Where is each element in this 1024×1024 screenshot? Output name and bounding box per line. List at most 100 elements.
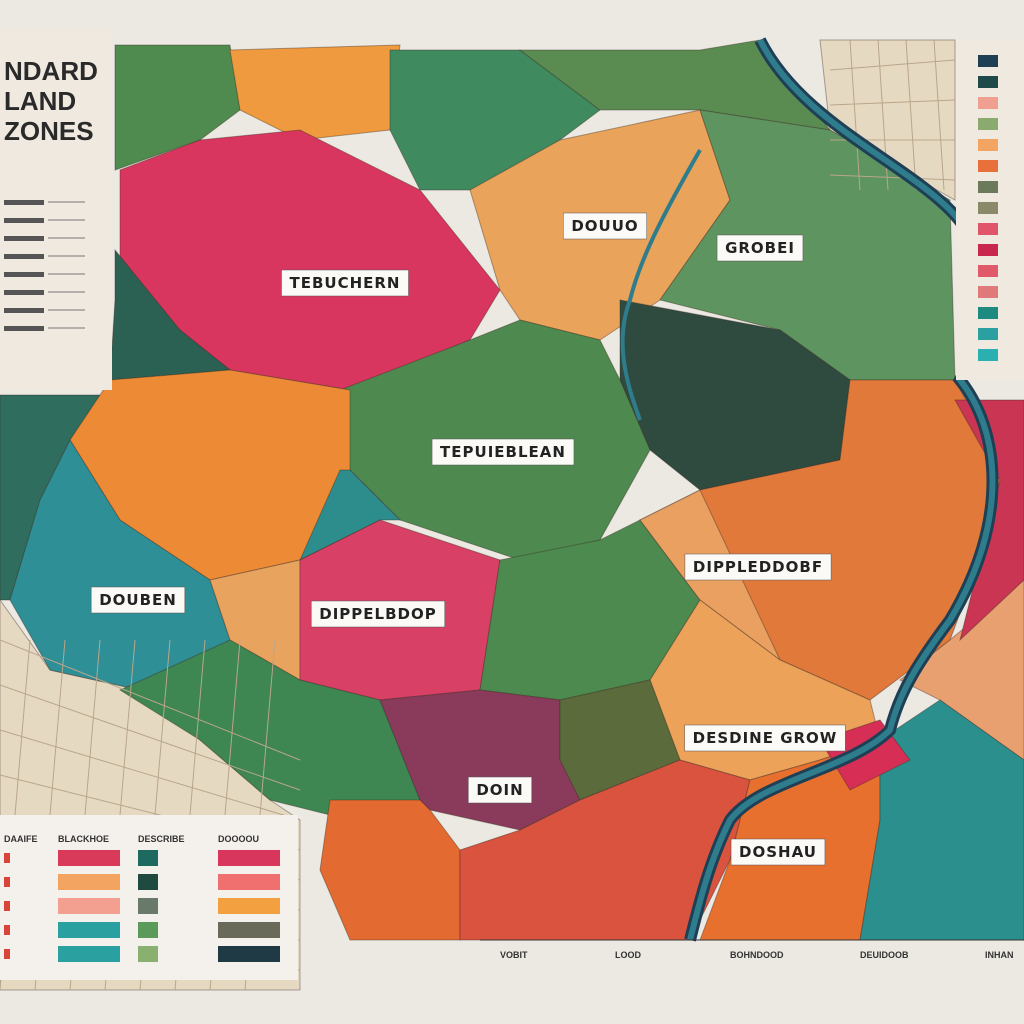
street: [829, 59, 956, 71]
scale-label: LOOD: [615, 950, 641, 960]
legend-swatch: [978, 265, 998, 277]
label-box: [730, 838, 826, 866]
scale-label: DEUIDOOB: [860, 950, 909, 960]
region-name: TEPUIEBLEAN: [440, 443, 566, 461]
legend-header: DOOOOU: [218, 834, 259, 844]
street: [0, 729, 301, 821]
title-line: ZONES: [4, 116, 94, 146]
legend-swatch: [978, 160, 998, 172]
label-box: [684, 553, 832, 581]
key-text: [4, 308, 44, 313]
region-label: DOIN: [468, 776, 532, 804]
legend-header: DESCRIBE: [138, 834, 185, 844]
legend-swatch: [218, 898, 280, 914]
label-box: [90, 586, 186, 614]
region-name: DOSHAU: [739, 843, 817, 861]
land-zone: [229, 44, 401, 141]
legend-swatch: [978, 244, 998, 256]
key-text: [4, 272, 44, 277]
legend-swatch: [58, 850, 120, 866]
legend-swatch: [978, 328, 998, 340]
region-name: DOUBEN: [99, 591, 177, 609]
label-box: [431, 438, 575, 466]
legend-swatch: [978, 349, 998, 361]
key-text: [4, 326, 44, 331]
street: [933, 39, 945, 191]
region-label: TEBUCHERN: [281, 269, 409, 297]
region-name: GROBEI: [725, 239, 795, 257]
key-text: [4, 200, 44, 205]
key-text: [4, 254, 44, 259]
label-box: [281, 269, 409, 297]
legend-swatch: [978, 307, 998, 319]
legend-swatch: [4, 925, 10, 935]
region-label: DOSHAU: [730, 838, 826, 866]
legend-swatches: [4, 850, 280, 962]
legend-swatch: [978, 55, 998, 67]
river: [687, 38, 996, 941]
legend-swatch: [138, 874, 158, 890]
legend-swatch: [4, 901, 10, 911]
legend-swatch: [978, 286, 998, 298]
legend-swatch: [4, 949, 10, 959]
legend-swatch: [218, 922, 280, 938]
scale-label: VOBIT: [500, 950, 528, 960]
street: [849, 39, 861, 191]
legend-swatch: [138, 946, 158, 962]
region-name: TEBUCHERN: [289, 274, 400, 292]
land-zone: [114, 44, 241, 171]
key-text: [4, 236, 44, 241]
region-name: DESDINE GROW: [693, 729, 838, 747]
legend-swatch: [58, 874, 120, 890]
stream: [620, 149, 702, 421]
legend-swatch: [58, 922, 120, 938]
region-label: DOUBEN: [90, 586, 186, 614]
region-name: DOUUO: [571, 217, 638, 235]
region-label: TEPUIEBLEAN: [431, 438, 575, 466]
legend-swatch: [4, 853, 10, 863]
land-zone: [819, 39, 956, 201]
label-box: [716, 234, 804, 262]
legend-swatch: [58, 946, 120, 962]
label-box: [468, 776, 532, 804]
legend-swatch: [138, 922, 158, 938]
legend-swatch: [978, 139, 998, 151]
title-line: NDARD: [4, 56, 98, 86]
label-box: [311, 600, 445, 628]
region-name: DIPPLEDDOBF: [693, 558, 823, 576]
region-name: DIPPELBDOP: [319, 605, 436, 623]
legend-header: BLACKHOE: [58, 834, 109, 844]
region-label: DIPPELBDOP: [311, 600, 445, 628]
legend-header: DAAIFE: [4, 834, 38, 844]
scale-label: INHAN: [985, 950, 1014, 960]
scale-label: BOHNDOOD: [730, 950, 784, 960]
region-name: DOIN: [476, 781, 523, 799]
legend-swatch: [138, 898, 158, 914]
region-label: DOUUO: [563, 212, 647, 240]
street: [0, 684, 301, 791]
region-label: DESDINE GROW: [684, 724, 846, 752]
legend-swatch: [58, 898, 120, 914]
region-labels: DOUUO GROBEI TEBUCHERN TEPUIEBLEAN DIPPLEDDO…: [90, 212, 846, 866]
key-text: [4, 218, 44, 223]
street: [829, 174, 956, 181]
legend-swatch: [218, 874, 280, 890]
street: [0, 639, 301, 761]
legend-swatch: [978, 223, 998, 235]
title-line: LAND: [4, 86, 76, 116]
legend-swatches: [978, 55, 998, 361]
legend-swatch: [218, 850, 280, 866]
key-lines: [4, 200, 85, 331]
label-box: [563, 212, 647, 240]
region-label: DIPPLEDDOBF: [684, 553, 832, 581]
legend-swatch: [978, 97, 998, 109]
street: [905, 39, 917, 191]
street: [829, 99, 956, 106]
legend-swatch: [978, 76, 998, 88]
legend-swatch: [978, 181, 998, 193]
label-box: [684, 724, 846, 752]
legend-swatch: [138, 850, 158, 866]
legend-swatch: [978, 202, 998, 214]
legend-swatch: [218, 946, 280, 962]
legend-swatch: [978, 118, 998, 130]
